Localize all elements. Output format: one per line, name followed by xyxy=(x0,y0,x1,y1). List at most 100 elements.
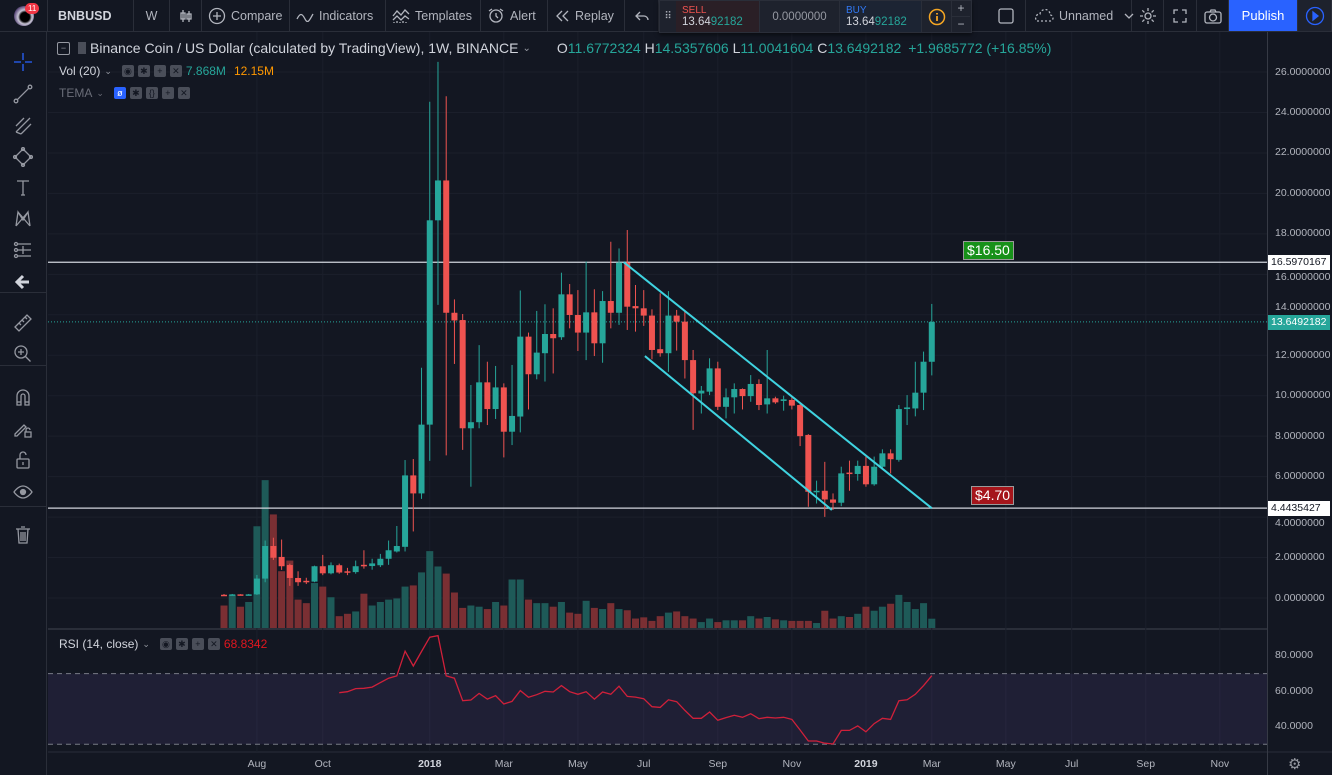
candle-down xyxy=(270,546,277,558)
layout-name-button[interactable]: Unnamed xyxy=(1026,0,1134,31)
candle-down xyxy=(451,312,458,321)
candle-up xyxy=(262,546,269,579)
volume-bar xyxy=(722,620,730,628)
hide-drawings-tool[interactable] xyxy=(10,479,36,505)
back-tool[interactable] xyxy=(10,269,36,295)
candle-up xyxy=(698,390,705,394)
candle-up xyxy=(583,312,590,333)
settings-icon[interactable]: ✱ xyxy=(129,87,142,99)
quantity-increase-button[interactable]: + xyxy=(952,1,970,17)
undo-button[interactable] xyxy=(625,0,659,31)
source-code-icon[interactable]: {} xyxy=(145,87,158,99)
pattern-tool[interactable] xyxy=(10,144,36,170)
ruler-icon xyxy=(14,314,32,332)
lock-drawings-tool[interactable] xyxy=(10,447,36,473)
lower-price-annotation[interactable]: $4.70 xyxy=(971,486,1015,505)
rsi-band-fill xyxy=(48,673,1267,745)
buy-button[interactable]: BUY 13.6492182 xyxy=(840,1,922,32)
volume-bar xyxy=(903,601,911,628)
hidden-eye-icon[interactable]: ø xyxy=(113,87,126,99)
remove-icon[interactable]: ✕ xyxy=(177,87,190,99)
more-icon[interactable]: + xyxy=(191,638,204,650)
volume-bar xyxy=(911,609,919,628)
rsi-axis-tick: 60.0000 xyxy=(1275,684,1313,697)
cloud-icon xyxy=(1035,8,1054,22)
candle-down xyxy=(319,566,326,574)
chevron-down-icon[interactable]: ⌄ xyxy=(142,638,150,649)
candle-down xyxy=(755,383,762,406)
candle-down xyxy=(591,312,598,344)
magnet-tool[interactable] xyxy=(10,384,36,410)
info-button[interactable] xyxy=(922,1,952,32)
replay-button[interactable]: Replay xyxy=(548,0,625,31)
publish-button[interactable]: Publish xyxy=(1229,0,1298,31)
chevron-down-icon[interactable]: ⌄ xyxy=(522,42,531,54)
alert-button[interactable]: Alert xyxy=(481,0,548,31)
more-icon[interactable]: + xyxy=(153,65,166,77)
remove-drawings-tool[interactable] xyxy=(10,522,36,548)
volume-bar xyxy=(343,613,351,628)
candle-up xyxy=(616,262,623,313)
measure-tool[interactable] xyxy=(10,310,36,336)
settings-icon[interactable]: ✱ xyxy=(137,65,150,77)
volume-bar xyxy=(714,622,722,628)
remove-icon[interactable]: ✕ xyxy=(169,65,182,77)
tema-indicator-label[interactable]: TEMA xyxy=(59,86,93,100)
text-tool[interactable] xyxy=(10,175,36,201)
pitchfork-tool[interactable] xyxy=(10,113,36,139)
visibility-toggle-icon[interactable]: ◉ xyxy=(159,638,172,650)
interval-button[interactable]: W xyxy=(134,0,170,31)
pencil-lock-icon xyxy=(14,424,32,438)
sell-button[interactable]: SELL 13.6492182 xyxy=(676,1,760,32)
axis-settings-gear-icon[interactable]: ⚙ xyxy=(1288,756,1302,773)
prediction-tool[interactable] xyxy=(10,237,36,263)
zoom-tool[interactable] xyxy=(10,341,36,367)
candle-up xyxy=(780,399,787,401)
gear-icon xyxy=(1139,7,1156,24)
xabcd-pattern-tool[interactable] xyxy=(10,206,36,232)
candle-down xyxy=(278,556,285,567)
stay-in-drawing-mode-tool[interactable] xyxy=(10,415,36,441)
xabcd-icon xyxy=(15,210,31,227)
crosshair-icon xyxy=(14,53,32,71)
play-button[interactable] xyxy=(1298,0,1332,31)
candle-up xyxy=(871,466,878,485)
chevron-down-icon[interactable]: ⌄ xyxy=(96,87,104,98)
trendline-tool[interactable] xyxy=(10,81,36,107)
indicators-button[interactable]: Indicators xyxy=(290,0,386,31)
user-menu-button[interactable]: 11 xyxy=(0,0,48,31)
more-icon[interactable]: + xyxy=(161,87,174,99)
candle-up xyxy=(476,382,483,423)
chart-style-button[interactable] xyxy=(170,0,202,31)
visibility-toggle-icon[interactable]: ◉ xyxy=(121,65,134,77)
symbol-search-button[interactable]: BNBUSD xyxy=(48,0,134,31)
volume-bar xyxy=(566,612,574,628)
candle-down xyxy=(360,564,367,567)
compare-button[interactable]: Compare xyxy=(202,0,290,31)
snapshot-button[interactable] xyxy=(1197,0,1229,31)
close-value: 13.6492182 xyxy=(827,40,902,56)
quantity-decrease-button[interactable]: − xyxy=(957,16,965,31)
drag-handle[interactable]: ⠿ xyxy=(664,11,672,22)
settings-icon[interactable]: ✱ xyxy=(175,638,188,650)
fullscreen-button[interactable] xyxy=(1164,0,1197,31)
candle-down xyxy=(443,180,450,313)
settings-button[interactable] xyxy=(1132,0,1164,31)
upper-price-annotation[interactable]: $16.50 xyxy=(963,241,1014,260)
templates-button[interactable]: Templates xyxy=(386,0,481,31)
remove-icon[interactable]: ✕ xyxy=(207,638,220,650)
collapse-legend-button[interactable]: − xyxy=(57,41,70,55)
volume-bar xyxy=(269,514,277,628)
rsi-axis-tick: 40.0000 xyxy=(1275,720,1313,733)
chevron-down-icon[interactable]: ⌄ xyxy=(104,65,112,76)
volume-bar xyxy=(804,620,812,628)
rsi-indicator-label[interactable]: RSI (14, close) xyxy=(59,637,139,651)
candle-up xyxy=(509,415,516,432)
symbol-title[interactable]: Binance Coin / US Dollar (calculated by … xyxy=(90,40,519,56)
select-layout-button[interactable] xyxy=(986,0,1026,31)
candle-up xyxy=(352,566,359,573)
volume-indicator-label[interactable]: Vol (20) xyxy=(59,64,101,78)
buy-sell-widget: ⠿ SELL 13.6492182 0.0000000 BUY 13.64921… xyxy=(659,0,972,33)
crosshair-tool[interactable] xyxy=(10,49,36,75)
